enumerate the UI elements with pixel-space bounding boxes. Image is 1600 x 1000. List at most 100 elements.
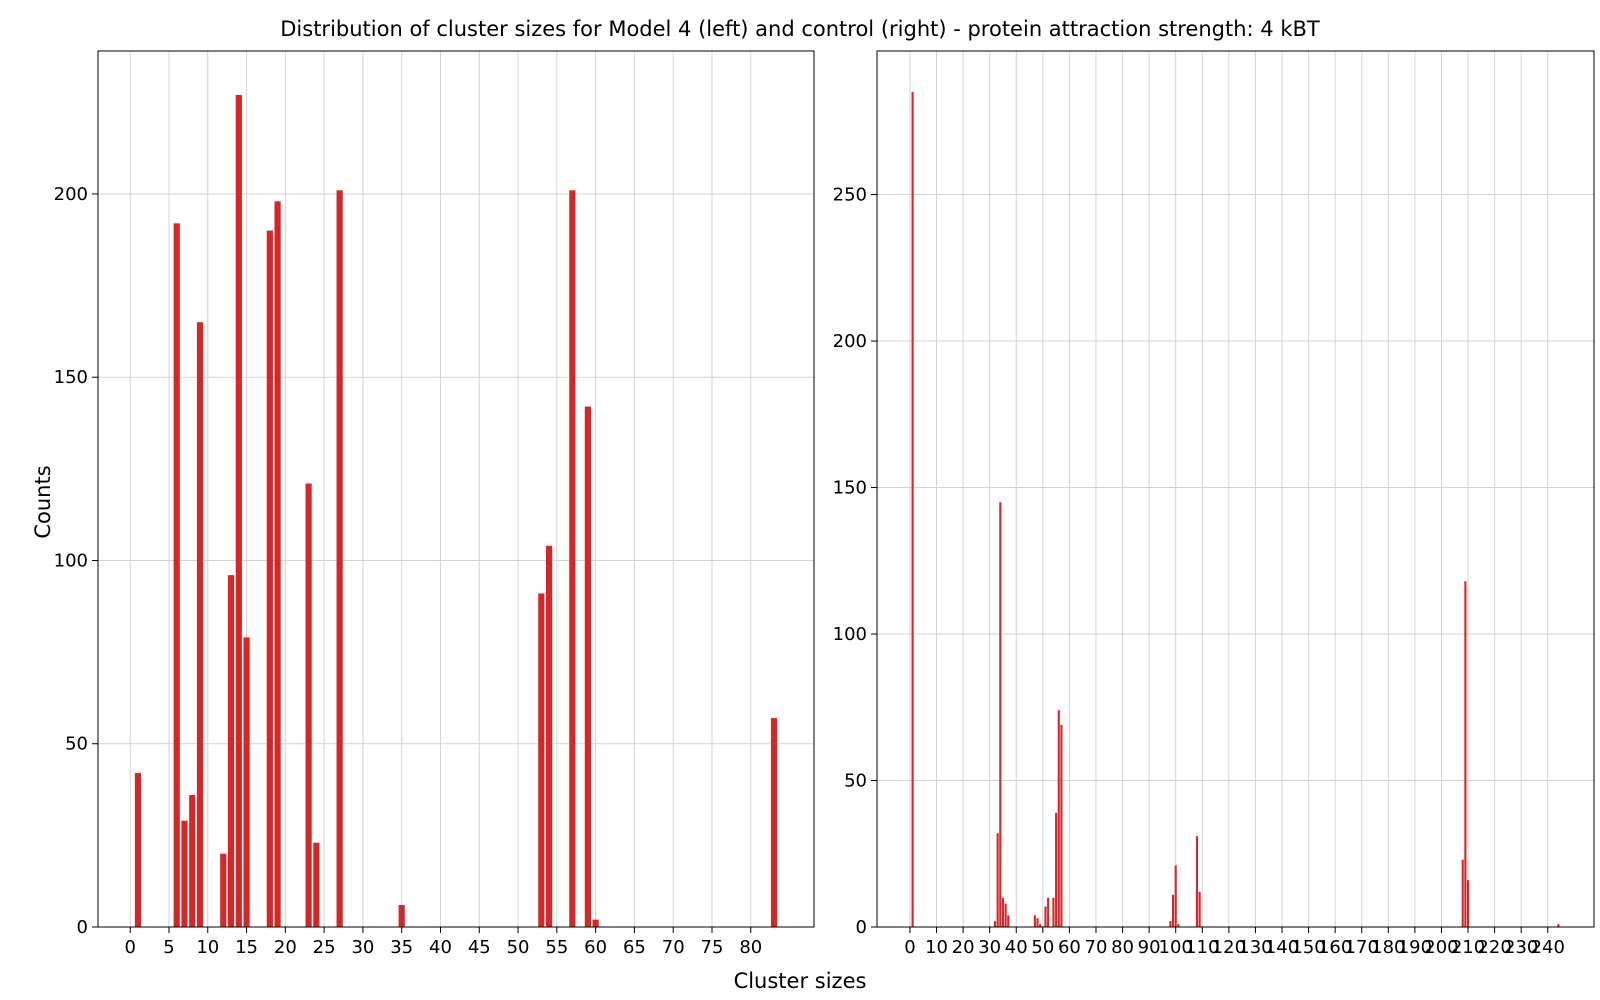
x-tick-label: 30: [351, 937, 374, 958]
x-tick-label: 10: [196, 937, 219, 958]
x-tick-label: 100: [1159, 937, 1193, 958]
x-tick-label: 0: [904, 937, 915, 958]
bar: [592, 919, 599, 927]
bar: [305, 483, 312, 927]
y-tick-label: 250: [833, 185, 867, 206]
x-tick-label: 180: [1371, 937, 1405, 958]
bar: [1055, 812, 1058, 927]
bar: [999, 502, 1002, 927]
bar: [336, 190, 343, 927]
x-tick-label: 150: [1291, 937, 1325, 958]
bar: [1044, 906, 1047, 927]
figure-title: Distribution of cluster sizes for Model …: [280, 17, 1320, 41]
x-tick-label: 0: [124, 937, 135, 958]
bar: [1060, 724, 1063, 927]
x-tick-label: 75: [701, 937, 724, 958]
x-tick-label: 80: [739, 937, 762, 958]
left-panel-model-4: 0 5 10 15 20 25 30 35 40 45 50 55 60 65 70 75 80 0 50 100 15…: [54, 50, 815, 958]
x-tick-label: 130: [1238, 937, 1272, 958]
bar: [1195, 836, 1199, 927]
bar: [1057, 710, 1060, 927]
x-tick-label: 45: [468, 937, 491, 958]
bar: [1557, 924, 1560, 927]
bar: [1174, 865, 1177, 927]
bar: [1047, 897, 1050, 927]
y-tick-label: 50: [65, 734, 88, 755]
x-tick-label: 40: [1005, 937, 1028, 958]
bar: [1004, 903, 1007, 927]
bar: [181, 820, 188, 927]
x-tick-label: 210: [1451, 937, 1485, 958]
y-tick-label: 200: [54, 184, 88, 205]
x-tick-label: 170: [1345, 937, 1379, 958]
y-tick-label: 100: [54, 550, 88, 571]
x-tick-label: 80: [1111, 937, 1134, 958]
bar: [1039, 924, 1042, 927]
y-tick-label: 150: [833, 478, 867, 499]
y-tick-label: 0: [856, 917, 867, 938]
y-tick-label: 100: [833, 624, 867, 645]
bar: [227, 575, 235, 927]
bar: [189, 795, 196, 927]
x-tick-label: 160: [1318, 937, 1352, 958]
x-tick-label: 40: [429, 937, 452, 958]
x-tick-label: 230: [1504, 937, 1538, 958]
x-tick-label: 50: [507, 937, 530, 958]
x-tick-label: 240: [1531, 937, 1565, 958]
bar: [134, 773, 142, 927]
x-tick-label: 190: [1398, 937, 1432, 958]
x-tick-label: 120: [1212, 937, 1246, 958]
bar: [1461, 859, 1464, 927]
y-tick-label: 150: [54, 367, 88, 388]
x-tick-label: 10: [925, 937, 948, 958]
x-tick-label: 20: [952, 937, 975, 958]
x-axis-label: Cluster sizes: [734, 969, 867, 993]
bar: [173, 223, 180, 928]
x-tick-label: 90: [1138, 937, 1161, 958]
x-tick-label: 30: [978, 937, 1001, 958]
x-tick-label: 220: [1477, 937, 1511, 958]
bar: [274, 201, 281, 928]
bar: [584, 406, 591, 927]
bar: [996, 833, 999, 927]
bar: [1177, 924, 1180, 927]
axes-frame: [876, 50, 1595, 928]
x-tick-label: 140: [1265, 937, 1299, 958]
axes-frame: [97, 50, 815, 928]
bar: [398, 905, 405, 927]
x-tick-label: 55: [545, 937, 568, 958]
x-tick-label: 70: [1085, 937, 1108, 958]
bar: [235, 94, 242, 927]
bar: [1464, 581, 1467, 927]
x-tick-label: 20: [274, 937, 297, 958]
x-tick-label: 60: [584, 937, 607, 958]
bar: [243, 637, 250, 927]
bar: [911, 92, 914, 927]
bar: [1171, 894, 1175, 927]
x-tick-label: 60: [1058, 937, 1081, 958]
x-tick-label: 5: [163, 937, 174, 958]
x-tick-label: 50: [1031, 937, 1054, 958]
x-tick-label: 110: [1185, 937, 1219, 958]
bar: [993, 921, 997, 927]
bar: [220, 853, 227, 927]
bar: [1001, 897, 1005, 927]
x-tick-label: 15: [235, 937, 258, 958]
right-panel-control: 0 10 20 30 40 50 60 70 80 90100110120130140150160…: [833, 50, 1595, 958]
bar: [770, 718, 778, 927]
bar: [545, 545, 553, 927]
bar: [1169, 921, 1172, 927]
bar: [1036, 918, 1039, 927]
bar: [1198, 891, 1201, 927]
bar: [569, 190, 576, 927]
x-tick-label: 200: [1424, 937, 1458, 958]
x-tick-label: 65: [623, 937, 646, 958]
bar: [1007, 915, 1010, 927]
x-tick-label: 70: [662, 937, 685, 958]
y-tick-label: 50: [844, 771, 867, 792]
bar: [538, 593, 545, 927]
y-tick-label: 0: [77, 917, 88, 938]
bar: [313, 842, 320, 927]
bar: [1052, 897, 1055, 927]
y-tick-label: 200: [833, 331, 867, 352]
